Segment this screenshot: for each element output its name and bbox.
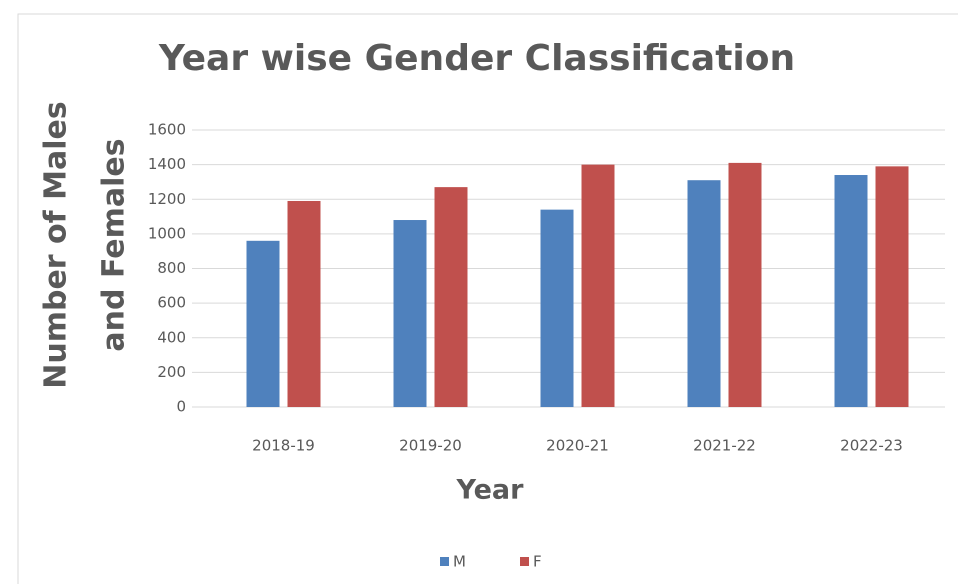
chart-title: Year wise Gender Classification [158,38,795,79]
bar [287,200,321,407]
x-tick-label: 2019-20 [399,437,462,455]
y-tick-label: 800 [157,259,186,277]
chart-frame [17,13,958,584]
bar [687,180,721,407]
legend-swatch [520,557,529,566]
bar [728,162,762,407]
bar [434,187,468,407]
legend-swatch [440,557,449,566]
x-tick-label: 2021-22 [693,437,756,455]
bar [540,209,574,407]
x-tick-label: 2020-21 [546,437,609,455]
y-axis-label: Number of Males and Females [39,101,132,388]
bar [581,164,615,407]
y-tick-label: 1400 [148,155,186,173]
y-tick-label: 1000 [148,224,186,242]
legend-label: M [453,553,466,571]
x-tick-label: 2018-19 [252,437,315,455]
y-tick-label: 1600 [148,121,186,139]
x-axis-label: Year [456,475,525,506]
y-axis-label-line: and Females [97,138,132,351]
x-tick-label: 2022-23 [840,437,903,455]
bar [875,166,909,407]
y-tick-label: 1200 [148,190,186,208]
bar [246,240,280,407]
bar [393,220,427,407]
y-tick-label: 0 [176,398,186,416]
legend-label: F [533,553,542,571]
y-tick-label: 600 [157,294,186,312]
y-tick-label: 200 [157,363,186,381]
y-axis-label-line: Number of Males [39,101,74,388]
y-tick-label: 400 [157,328,186,346]
bar [834,175,868,407]
